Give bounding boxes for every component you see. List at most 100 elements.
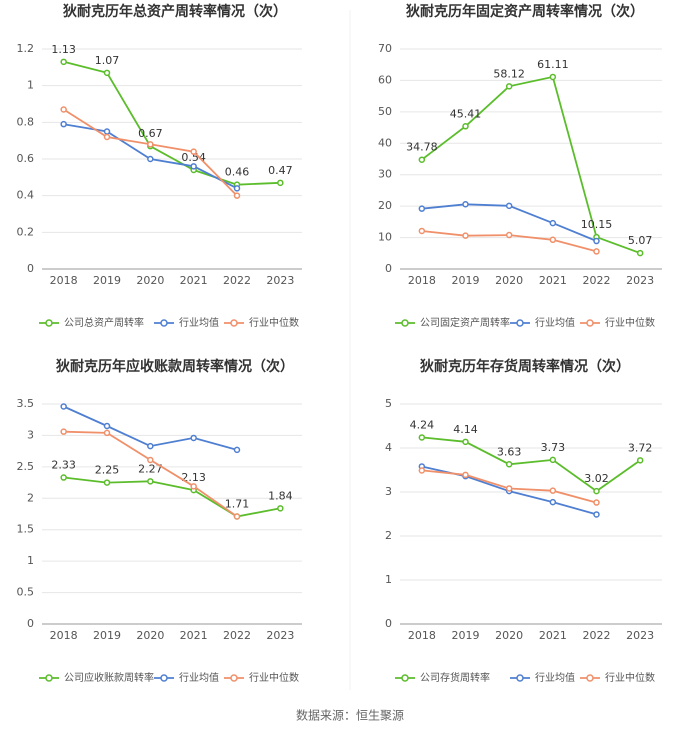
data-label: 1.07 — [95, 54, 120, 67]
data-point — [505, 461, 513, 468]
x-tick-label: 2018 — [50, 274, 78, 287]
legend-label: 行业中位数 — [249, 316, 299, 329]
data-point — [190, 434, 197, 442]
data-point — [549, 498, 557, 506]
y-tick-label: 3 — [385, 485, 392, 498]
y-tick-label: 1 — [27, 79, 34, 92]
data-label: 10.15 — [581, 218, 613, 231]
data-point — [593, 499, 600, 506]
source-note: 数据来源：恒生聚源 — [296, 708, 404, 723]
chart-title: 狄耐克历年存货周转率情况（次） — [419, 358, 630, 375]
x-tick-label: 2019 — [452, 274, 480, 287]
data-label: 5.07 — [628, 234, 653, 247]
data-point — [233, 185, 241, 192]
y-tick-label: 1.2 — [17, 42, 35, 55]
data-point — [462, 201, 469, 208]
data-point — [103, 128, 111, 135]
data-point — [505, 202, 513, 210]
data-point — [233, 446, 241, 454]
y-tick-label: 0.8 — [17, 115, 35, 128]
x-tick-label: 2023 — [266, 629, 294, 642]
data-point — [418, 205, 426, 212]
y-tick-label: 60 — [378, 73, 392, 86]
legend-item: 行业均值 — [154, 671, 219, 684]
legend-marker — [160, 674, 168, 682]
y-tick-label: 1 — [27, 554, 34, 567]
legend-marker — [586, 319, 594, 327]
y-tick-label: 5 — [385, 397, 392, 410]
x-tick-label: 2020 — [136, 274, 164, 287]
data-label: 0.46 — [225, 166, 250, 179]
data-point — [277, 505, 284, 512]
data-label: 2.33 — [51, 459, 76, 472]
legend-item: 行业中位数 — [224, 316, 299, 329]
legend-label: 行业中位数 — [605, 316, 655, 329]
data-label: 3.73 — [541, 441, 566, 454]
data-point — [60, 428, 67, 435]
data-label: 0.54 — [181, 151, 206, 164]
x-tick-label: 2022 — [583, 629, 611, 642]
data-point — [103, 422, 111, 430]
legend-item: 行业均值 — [154, 316, 219, 329]
data-point — [190, 483, 197, 490]
y-tick-label: 2 — [385, 529, 392, 542]
data-point — [60, 58, 67, 66]
y-tick-label: 0 — [385, 617, 392, 630]
data-point — [418, 434, 426, 441]
x-tick-label: 2023 — [626, 629, 654, 642]
data-point — [147, 478, 154, 485]
y-tick-label: 50 — [378, 105, 392, 118]
data-label: 2.13 — [181, 471, 206, 484]
data-point — [418, 156, 426, 163]
legend-label: 行业均值 — [535, 316, 575, 329]
data-point — [462, 232, 469, 239]
legend-label: 行业中位数 — [249, 671, 299, 684]
y-tick-label: 20 — [378, 199, 392, 212]
x-tick-label: 2021 — [180, 629, 208, 642]
data-point — [462, 471, 469, 479]
chart-panel: 狄耐克历年应收账款周转率情况（次） 0 0.5 1 1.5 2 2.5 3 3.5 2018 201… — [17, 358, 302, 684]
legend-label: 行业均值 — [179, 671, 219, 684]
data-point — [147, 155, 154, 163]
y-tick-label: 0.5 — [17, 586, 35, 599]
data-label: 3.72 — [628, 441, 653, 454]
data-point — [190, 148, 197, 155]
data-point — [549, 236, 557, 244]
series-line — [63, 60, 281, 186]
y-tick-label: 0.6 — [17, 152, 35, 165]
data-point — [505, 485, 513, 492]
data-label: 3.63 — [497, 445, 522, 458]
legend-label: 公司固定资产周转率 — [420, 316, 510, 329]
data-point — [418, 227, 426, 235]
legend-item: 公司存货周转率 — [395, 671, 490, 684]
legend-item: 行业中位数 — [580, 316, 655, 329]
data-point — [60, 474, 67, 481]
x-tick-label: 2022 — [583, 274, 611, 287]
data-label: 34.78 — [406, 141, 438, 154]
data-label: 45.41 — [450, 107, 482, 120]
y-tick-label: 2.5 — [17, 460, 35, 473]
data-label: 1.13 — [51, 43, 76, 56]
data-label: 2.27 — [138, 462, 163, 475]
series-line — [63, 476, 281, 518]
legend-marker — [45, 674, 53, 682]
y-tick-label: 1 — [385, 573, 392, 586]
y-tick-label: 30 — [378, 168, 392, 181]
y-tick-label: 4 — [385, 441, 392, 454]
data-label: 4.24 — [410, 418, 435, 431]
chart-panel: 狄耐克历年存货周转率情况（次） 0 1 2 3 4 5 2018 2019 2020 2021 202… — [385, 358, 662, 684]
data-point — [147, 456, 154, 464]
y-tick-label: 3.5 — [17, 397, 35, 410]
y-tick-label: 2 — [27, 491, 34, 504]
x-tick-label: 2021 — [180, 274, 208, 287]
y-tick-label: 10 — [378, 231, 392, 244]
data-point — [418, 467, 426, 474]
legend-marker — [401, 674, 409, 682]
legend-label: 行业均值 — [535, 671, 575, 684]
data-label: 3.02 — [584, 472, 609, 485]
legend-item: 公司总资产周转率 — [39, 316, 144, 329]
data-point — [593, 237, 600, 245]
x-tick-label: 2018 — [408, 629, 436, 642]
legend-marker — [45, 319, 53, 327]
legend-label: 公司存货周转率 — [420, 671, 490, 684]
